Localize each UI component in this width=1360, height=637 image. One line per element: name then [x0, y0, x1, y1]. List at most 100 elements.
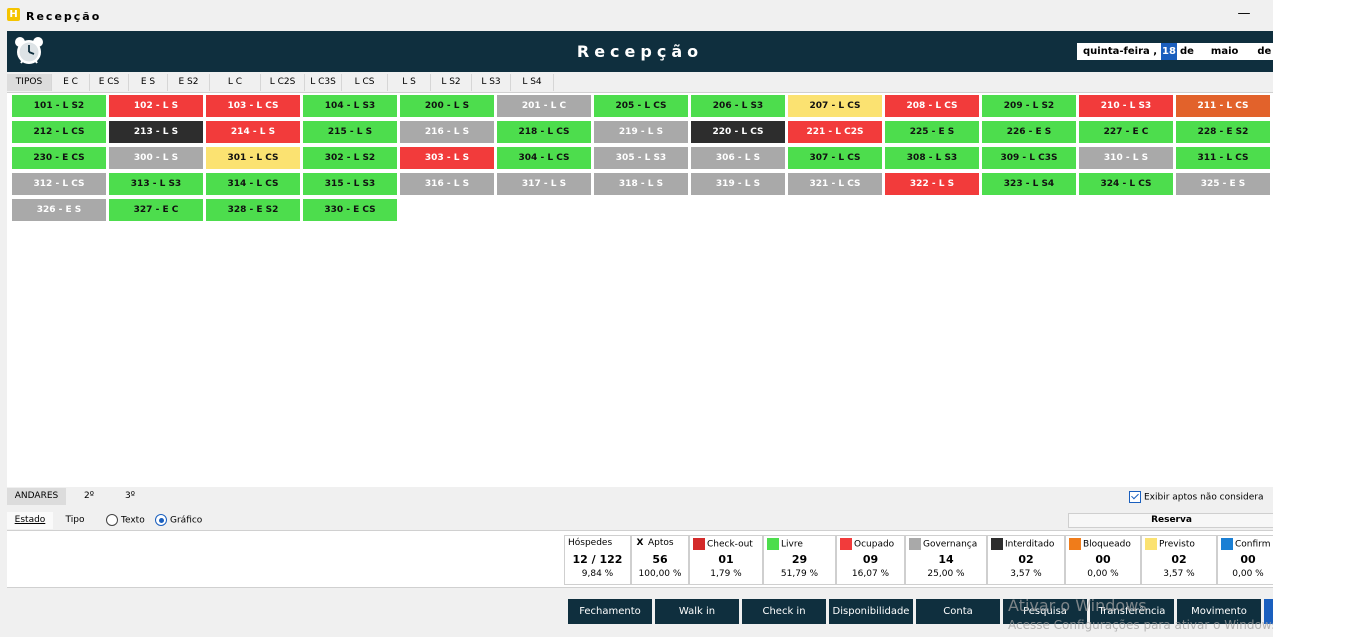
minimize-button[interactable]: —	[1237, 6, 1251, 21]
room-tile[interactable]: 319 - L S	[691, 173, 785, 195]
room-tile[interactable]: 300 - L S	[109, 147, 203, 169]
room-tile[interactable]: 104 - L S3	[303, 95, 397, 117]
stat-previsto[interactable]: Previsto 02 3,57 %	[1141, 535, 1217, 585]
room-tile[interactable]: 102 - L S	[109, 95, 203, 117]
stat-aptos[interactable]: X Aptos 56 100,00 %	[631, 535, 689, 585]
room-tile[interactable]: 309 - L C3S	[982, 147, 1076, 169]
tab-type-ls4[interactable]: L S4	[511, 74, 554, 91]
room-tile[interactable]: 315 - L S3	[303, 173, 397, 195]
radio-unselected-icon[interactable]	[106, 514, 118, 526]
stat-livre[interactable]: Livre 29 51,79 %	[763, 535, 836, 585]
room-tile[interactable]: 302 - L S2	[303, 147, 397, 169]
date-picker[interactable]: quinta-feira , 18 de maio de	[1077, 43, 1273, 60]
date-month[interactable]: maio	[1210, 46, 1239, 57]
tab-type-ec[interactable]: E C	[52, 74, 90, 91]
date-day[interactable]: 18	[1161, 43, 1177, 60]
room-tile[interactable]: 330 - E CS	[303, 199, 397, 221]
room-tile[interactable]: 301 - L CS	[206, 147, 300, 169]
transferencia-button[interactable]: Transferência	[1090, 599, 1174, 624]
room-tile[interactable]: 214 - L S	[206, 121, 300, 143]
room-tile[interactable]: 316 - L S	[400, 173, 494, 195]
tab-type-ecs[interactable]: E CS	[90, 74, 129, 91]
room-tile[interactable]: 219 - L S	[594, 121, 688, 143]
radio-selected-icon[interactable]	[155, 514, 167, 526]
room-tile[interactable]: 306 - L S	[691, 147, 785, 169]
room-tile[interactable]: 215 - L S	[303, 121, 397, 143]
room-tile[interactable]: 318 - L S	[594, 173, 688, 195]
walk-in-button[interactable]: Walk in	[655, 599, 739, 624]
room-tile[interactable]: 216 - L S	[400, 121, 494, 143]
tab-type-es[interactable]: E S	[129, 74, 168, 91]
room-tile[interactable]: 209 - L S2	[982, 95, 1076, 117]
room-tile[interactable]: 226 - E S	[982, 121, 1076, 143]
room-tile[interactable]: 220 - L CS	[691, 121, 785, 143]
tab-tipos[interactable]: TIPOS	[7, 74, 52, 91]
room-tile[interactable]: 206 - L S3	[691, 95, 785, 117]
tab-type-ls[interactable]: L S	[388, 74, 431, 91]
room-tile[interactable]: 321 - L CS	[788, 173, 882, 195]
room-tile[interactable]: 213 - L S	[109, 121, 203, 143]
room-tile[interactable]: 200 - L S	[400, 95, 494, 117]
room-tile[interactable]: 323 - L S4	[982, 173, 1076, 195]
room-tile[interactable]: 208 - L CS	[885, 95, 979, 117]
room-tile[interactable]: 307 - L CS	[788, 147, 882, 169]
tab-floor-3[interactable]: 3º	[125, 491, 135, 501]
check-in-button[interactable]: Check in	[742, 599, 826, 624]
stat-interditado[interactable]: Interditado 02 3,57 %	[987, 535, 1065, 585]
checkbox-checked-icon[interactable]	[1129, 491, 1141, 503]
room-tile[interactable]: 101 - L S2	[12, 95, 106, 117]
stat-ocupado[interactable]: Ocupado 09 16,07 %	[836, 535, 905, 585]
tab-estado[interactable]: Estado	[7, 512, 53, 529]
room-tile[interactable]: 317 - L S	[497, 173, 591, 195]
room-tile[interactable]: 207 - L CS	[788, 95, 882, 117]
stat-checkout[interactable]: Check-out 01 1,79 %	[689, 535, 763, 585]
room-tile[interactable]: 310 - L S	[1079, 147, 1173, 169]
room-tile[interactable]: 210 - L S3	[1079, 95, 1173, 117]
tab-floor-2[interactable]: 2º	[84, 491, 94, 501]
room-tile[interactable]: 326 - E S	[12, 199, 106, 221]
tab-andares[interactable]: ANDARES	[7, 488, 66, 505]
room-tile[interactable]: 324 - L CS	[1079, 173, 1173, 195]
exibir-aptos-checkbox[interactable]: Exibir aptos não considera	[1129, 491, 1264, 503]
room-tile[interactable]: 225 - E S	[885, 121, 979, 143]
tab-type-lc3s[interactable]: L C3S	[305, 74, 342, 91]
room-tile[interactable]: 305 - L S3	[594, 147, 688, 169]
room-tile[interactable]: 230 - E CS	[12, 147, 106, 169]
tab-type-lcs[interactable]: L CS	[342, 74, 388, 91]
pesquisa-button[interactable]: Pesquisa	[1003, 599, 1087, 624]
room-tile[interactable]: 227 - E C	[1079, 121, 1173, 143]
room-tile[interactable]: 304 - L CS	[497, 147, 591, 169]
room-tile[interactable]: 325 - E S	[1176, 173, 1270, 195]
room-tile[interactable]: 218 - L CS	[497, 121, 591, 143]
disponibilidade-button[interactable]: Disponibilidade	[829, 599, 913, 624]
room-tile[interactable]: 228 - E S2	[1176, 121, 1270, 143]
tab-type-ls3[interactable]: L S3	[472, 74, 511, 91]
radio-texto[interactable]: Texto	[106, 514, 145, 528]
stat-bloqueado[interactable]: Bloqueado 00 0,00 %	[1065, 535, 1141, 585]
fechamento-button[interactable]: Fechamento	[568, 599, 652, 624]
overflow-button[interactable]	[1264, 599, 1273, 624]
room-tile[interactable]: 201 - L C	[497, 95, 591, 117]
tab-tipo[interactable]: Tipo	[65, 515, 85, 525]
room-tile[interactable]: 308 - L S3	[885, 147, 979, 169]
room-tile[interactable]: 312 - L CS	[12, 173, 106, 195]
room-tile[interactable]: 211 - L CS	[1176, 95, 1270, 117]
tab-type-lc2s[interactable]: L C2S	[261, 74, 305, 91]
room-tile[interactable]: 327 - E C	[109, 199, 203, 221]
conta-button[interactable]: Conta	[916, 599, 1000, 624]
room-tile[interactable]: 314 - L CS	[206, 173, 300, 195]
room-tile[interactable]: 311 - L CS	[1176, 147, 1270, 169]
tab-type-es2[interactable]: E S2	[168, 74, 210, 91]
stat-confirm[interactable]: Confirm 00 0,00 %	[1217, 535, 1273, 585]
tab-type-lc[interactable]: L C	[210, 74, 261, 91]
movimento-button[interactable]: Movimento	[1177, 599, 1261, 624]
room-tile[interactable]: 313 - L S3	[109, 173, 203, 195]
room-tile[interactable]: 328 - E S2	[206, 199, 300, 221]
room-tile[interactable]: 205 - L CS	[594, 95, 688, 117]
room-tile[interactable]: 221 - L C2S	[788, 121, 882, 143]
room-tile[interactable]: 303 - L S	[400, 147, 494, 169]
radio-grafico[interactable]: Gráfico	[155, 514, 202, 528]
stat-governanca[interactable]: Governança 14 25,00 %	[905, 535, 987, 585]
tab-type-ls2[interactable]: L S2	[431, 74, 472, 91]
room-tile[interactable]: 212 - L CS	[12, 121, 106, 143]
